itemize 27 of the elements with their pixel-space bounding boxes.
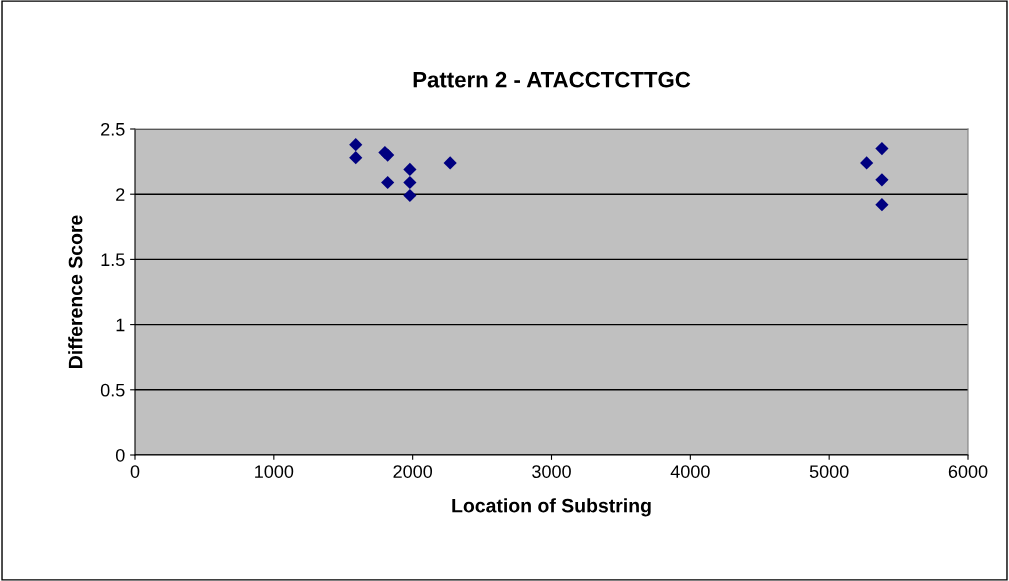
point: [875, 173, 889, 187]
x-tick-label: 5000: [809, 465, 849, 478]
point: [349, 151, 363, 165]
y-tick-label: 2.5: [101, 122, 125, 136]
x-tick-label: 4000: [670, 465, 710, 478]
point: [875, 198, 889, 212]
x-tick-label: 2000: [393, 465, 433, 478]
y-tick-label: 1: [116, 318, 125, 332]
point: [349, 138, 363, 152]
y-axis-title: Difference Score: [68, 215, 83, 368]
point: [381, 175, 395, 190]
x-axis-title: Location of Substring: [452, 498, 651, 517]
chart-title: Pattern 2 - ATACCTCTTGC: [413, 71, 691, 88]
point: [403, 175, 417, 190]
x-tick-label: 6000: [948, 465, 988, 478]
x-tick-label: 0: [130, 465, 140, 478]
point: [443, 156, 457, 170]
point: [403, 188, 417, 203]
x-tick-label: 3000: [532, 465, 571, 478]
y-tick-label: 2: [116, 188, 125, 201]
x-tick-label: 1000: [255, 465, 294, 478]
point: [860, 156, 874, 170]
point: [403, 162, 417, 177]
y-tick-label: 0: [115, 448, 125, 462]
point: [875, 141, 889, 156]
y-tick-label: 1.5: [101, 253, 125, 267]
y-tick-label: 0.5: [100, 383, 125, 397]
